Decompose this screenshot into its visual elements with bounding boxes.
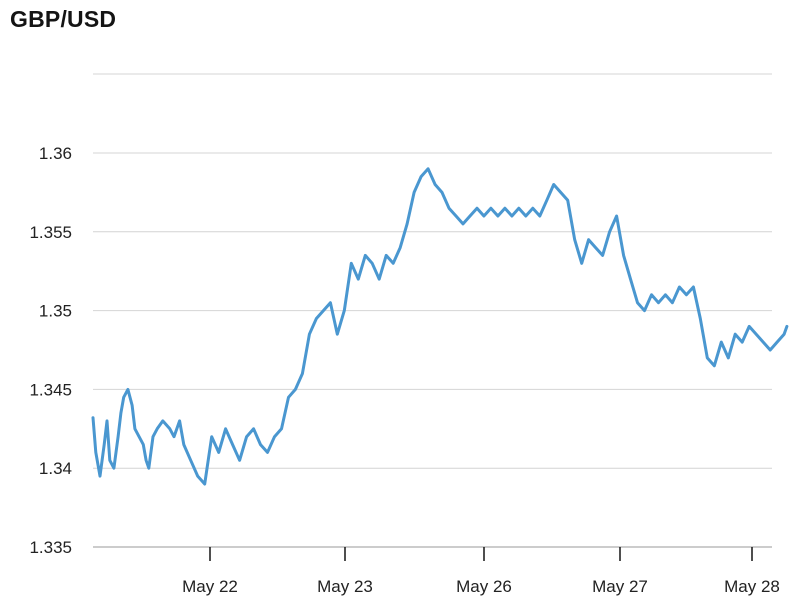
y-tick-label: 1.35 — [39, 302, 72, 321]
x-tick-label: May 27 — [592, 577, 648, 596]
grid — [93, 73, 772, 548]
y-tick-label: 1.34 — [39, 459, 72, 478]
y-tick-label: 1.355 — [29, 223, 72, 242]
series — [91, 167, 789, 486]
y-tick-label: 1.345 — [29, 380, 72, 399]
y-tick-label: 1.335 — [29, 538, 72, 557]
x-tick-label: May 23 — [317, 577, 373, 596]
x-tick-label: May 28 — [724, 577, 780, 596]
x-tick-label: May 22 — [182, 577, 238, 596]
x-tick-label: May 26 — [456, 577, 512, 596]
chart-title: GBP/USD — [10, 6, 117, 32]
y-axis: 1.335 1.34 1.345 1.35 1.355 1.36 — [29, 144, 72, 557]
series-line-gbp-usd — [91, 167, 789, 486]
x-axis: May 22 May 23 May 26 May 27 May 28 — [182, 547, 780, 596]
y-tick-label: 1.36 — [39, 144, 72, 163]
